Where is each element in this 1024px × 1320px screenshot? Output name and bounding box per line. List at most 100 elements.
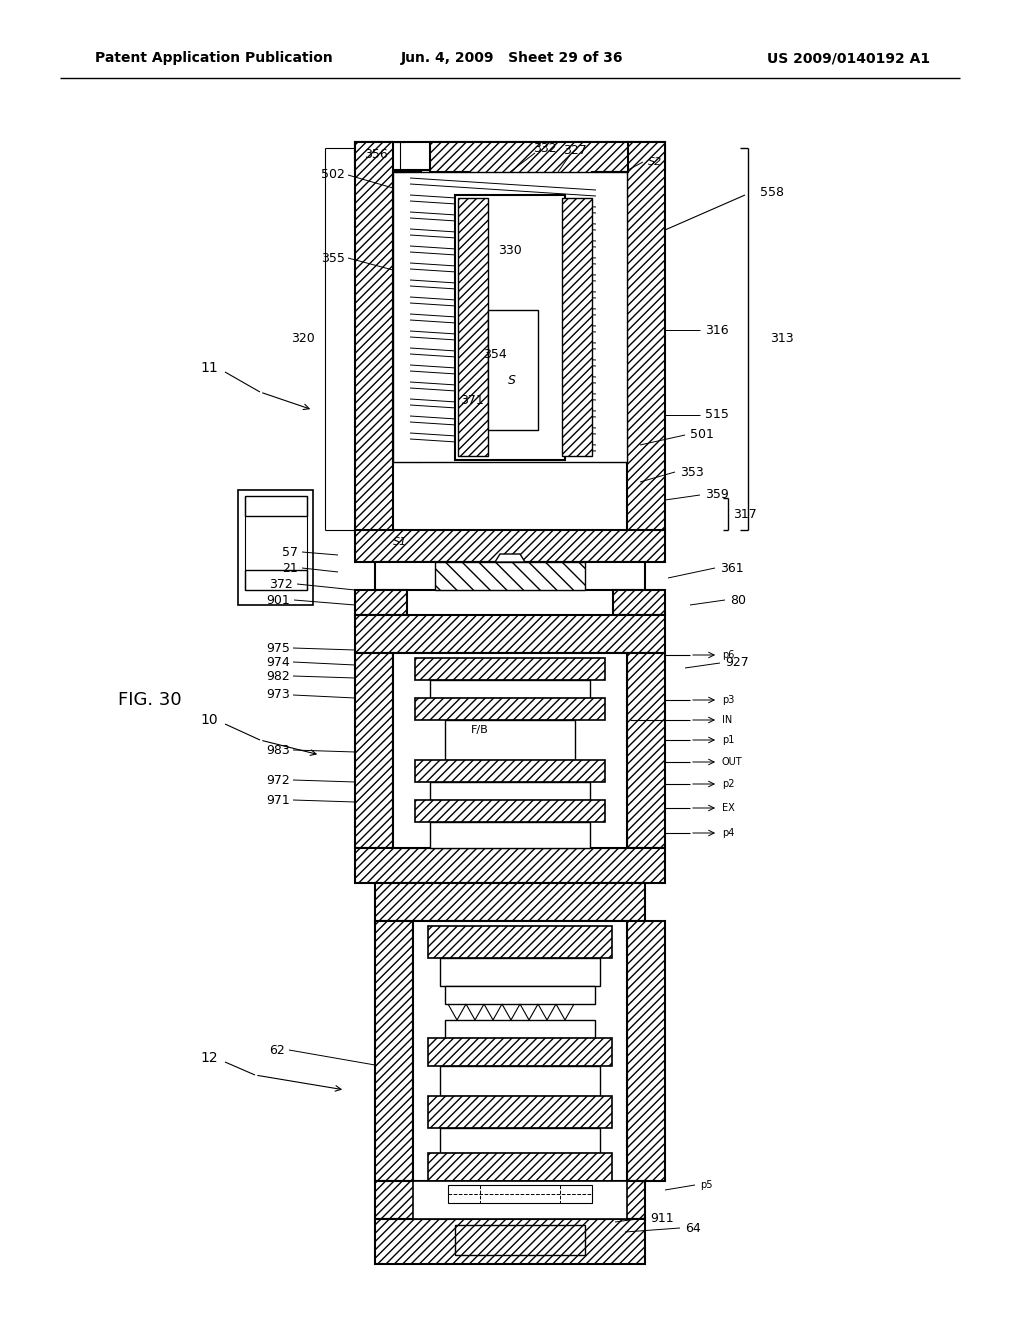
Bar (238, 490, 313, 605)
Bar (375, 562, 645, 590)
Bar (428, 1096, 612, 1129)
Text: 317: 317 (733, 507, 757, 520)
Text: 332: 332 (534, 141, 557, 154)
Bar (488, 310, 538, 430)
Text: p1: p1 (722, 735, 734, 744)
Text: 327: 327 (563, 144, 587, 157)
Bar (355, 615, 665, 653)
Bar (430, 781, 590, 800)
Text: 361: 361 (720, 561, 743, 574)
Bar (393, 172, 627, 462)
Bar (445, 719, 575, 760)
Bar (355, 590, 407, 615)
Bar (445, 986, 595, 1005)
Bar (428, 1152, 612, 1181)
Bar (428, 1038, 612, 1067)
Text: 313: 313 (770, 333, 794, 346)
Text: 316: 316 (705, 323, 729, 337)
Text: p3: p3 (722, 696, 734, 705)
Polygon shape (430, 143, 628, 195)
Text: Jun. 4, 2009   Sheet 29 of 36: Jun. 4, 2009 Sheet 29 of 36 (400, 51, 624, 65)
Bar (375, 883, 645, 921)
Bar (355, 653, 393, 847)
Text: 971: 971 (266, 793, 290, 807)
Text: 355: 355 (322, 252, 345, 264)
Text: 973: 973 (266, 689, 290, 701)
Bar (375, 1181, 645, 1218)
Bar (458, 198, 488, 455)
Text: IN: IN (722, 715, 732, 725)
Bar (455, 195, 565, 459)
Bar (430, 822, 590, 847)
Bar (413, 921, 627, 1181)
Bar (245, 496, 307, 516)
Text: 502: 502 (322, 169, 345, 181)
Text: 975: 975 (266, 642, 290, 655)
Bar (415, 800, 605, 822)
Bar (415, 657, 605, 680)
Text: Patent Application Publication: Patent Application Publication (95, 51, 333, 65)
Bar (413, 1181, 627, 1218)
Text: 21: 21 (283, 561, 298, 574)
Text: 982: 982 (266, 669, 290, 682)
Bar (627, 653, 665, 847)
Text: 62: 62 (269, 1044, 285, 1056)
Text: 12: 12 (201, 1051, 218, 1065)
Bar (355, 143, 665, 170)
Bar (430, 680, 590, 698)
Text: FIG. 30: FIG. 30 (118, 690, 181, 709)
Text: S2: S2 (648, 157, 663, 168)
Text: p2: p2 (722, 779, 734, 789)
Bar (393, 653, 627, 847)
Text: p6: p6 (722, 649, 734, 660)
Text: 64: 64 (685, 1221, 700, 1234)
Text: 359: 359 (705, 488, 729, 502)
Text: 501: 501 (690, 429, 714, 441)
Text: S: S (508, 374, 516, 387)
Bar (375, 1218, 645, 1265)
Text: 371: 371 (460, 393, 484, 407)
Text: 515: 515 (705, 408, 729, 421)
Bar (428, 927, 612, 958)
Bar (627, 921, 665, 1181)
Text: 972: 972 (266, 774, 290, 787)
Bar (445, 1020, 595, 1038)
Text: 901: 901 (266, 594, 290, 606)
Bar (562, 198, 592, 455)
Bar (355, 143, 393, 532)
Text: 353: 353 (680, 466, 703, 479)
Bar (415, 698, 605, 719)
Bar (355, 847, 665, 883)
Bar (440, 1067, 600, 1096)
Text: 911: 911 (650, 1212, 674, 1225)
Text: F/B: F/B (471, 725, 488, 735)
Text: 330: 330 (498, 243, 522, 256)
Text: 927: 927 (725, 656, 749, 669)
Bar (435, 562, 585, 590)
Text: 372: 372 (269, 578, 293, 590)
Text: 974: 974 (266, 656, 290, 668)
Bar (375, 921, 413, 1181)
Text: 983: 983 (266, 743, 290, 756)
Bar (245, 570, 307, 590)
Bar (613, 590, 665, 615)
Text: 558: 558 (760, 186, 784, 198)
Text: OUT: OUT (722, 756, 742, 767)
Text: 11: 11 (201, 360, 218, 375)
Text: EX: EX (722, 803, 735, 813)
Bar (455, 1225, 585, 1255)
Text: 356: 356 (365, 149, 388, 161)
Bar (355, 531, 665, 562)
Text: 10: 10 (201, 713, 218, 727)
Text: p4: p4 (722, 828, 734, 838)
Bar (440, 1129, 600, 1152)
Bar (415, 760, 605, 781)
Text: 57: 57 (282, 545, 298, 558)
Text: 80: 80 (730, 594, 746, 606)
Text: p5: p5 (700, 1180, 713, 1191)
Bar (393, 172, 421, 462)
Text: 354: 354 (483, 348, 507, 362)
Bar (627, 143, 665, 532)
Text: US 2009/0140192 A1: US 2009/0140192 A1 (767, 51, 930, 65)
Bar (440, 958, 600, 986)
